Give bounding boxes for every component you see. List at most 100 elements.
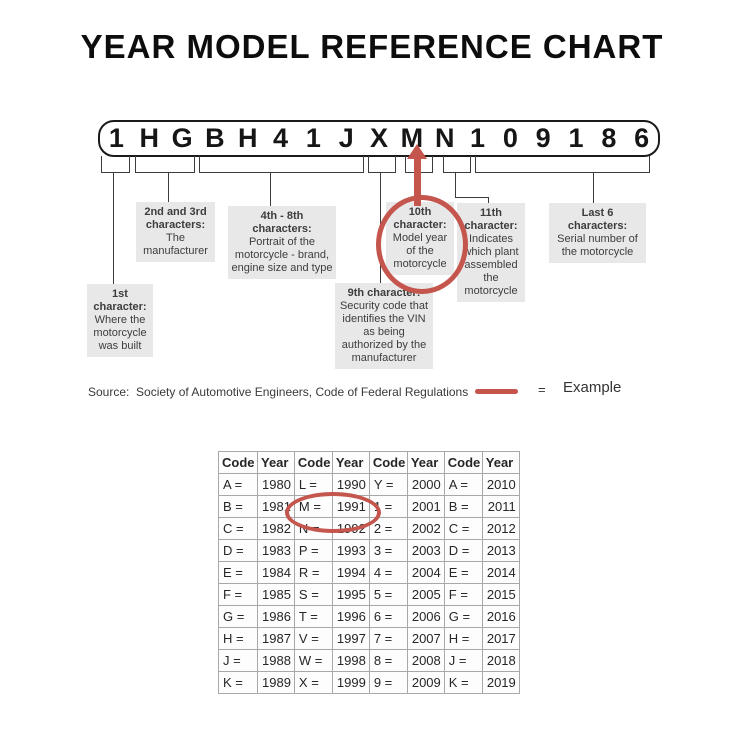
example-arrow-head-icon [407, 144, 427, 159]
year-cell: 1980 [257, 473, 295, 496]
vin-character: 6 [634, 123, 650, 153]
table-header-row: Code Year Code Year Code Year Code Year [218, 451, 520, 474]
example-line-icon [475, 389, 518, 394]
stem-11th-upper [455, 172, 456, 197]
bracket-11th-character [443, 156, 471, 173]
code-cell: V = [293, 627, 333, 650]
code-cell: 5 = [368, 583, 408, 606]
vin-character: 0 [502, 123, 518, 153]
year-cell: 2015 [481, 583, 520, 606]
code-cell: G = [218, 605, 258, 628]
vin-character: 1 [108, 123, 124, 153]
code-cell: C = [443, 517, 483, 540]
code-cell: F = [218, 583, 258, 606]
code-cell: R = [293, 561, 333, 584]
callout-4th-8th-characters: 4th - 8th characters: Portrait of the mo… [228, 206, 336, 279]
code-cell: D = [443, 539, 483, 562]
code-cell: J = [218, 649, 258, 672]
table-highlight-ellipse [285, 492, 381, 533]
code-cell: H = [443, 627, 483, 650]
bracket-1st-character [101, 156, 130, 173]
year-cell: 2000 [406, 473, 445, 496]
stem-2nd-3rd [168, 172, 169, 202]
vin-character: J [338, 123, 354, 153]
code-cell: S = [293, 583, 333, 606]
vin-character: 9 [535, 123, 551, 153]
year-cell: 1989 [257, 671, 295, 694]
year-cell: 2006 [406, 605, 445, 628]
callout-body: The manufacturer [143, 232, 208, 257]
code-cell: K = [218, 671, 258, 694]
year-cell: 2016 [481, 605, 520, 628]
callout-2nd-3rd-characters: 2nd and 3rd characters: The manufacturer [136, 202, 215, 262]
callout-9th-character: 9th character: Security code that identi… [335, 283, 433, 369]
code-cell: J = [443, 649, 483, 672]
callout-11th-character: 11th character: Indicates which plant as… [457, 203, 525, 302]
table-header-cell: Code [218, 451, 258, 474]
code-cell: 6 = [368, 605, 408, 628]
callout-body: Portrait of the motorcycle - brand, engi… [231, 236, 333, 274]
code-cell: 8 = [368, 649, 408, 672]
callout-heading: Last 6 characters: [567, 207, 628, 232]
stem-4th-8th [270, 172, 271, 206]
example-arrow-shaft-icon [414, 158, 421, 206]
year-cell: 2002 [406, 517, 445, 540]
year-cell: 2001 [406, 495, 445, 518]
vin-character: 1 [568, 123, 584, 153]
example-highlight-circle [376, 195, 468, 294]
callout-body: Security code that identifies the VIN as… [339, 300, 429, 364]
vin-character: 1 [470, 123, 486, 153]
table-header-cell: Code [293, 451, 333, 474]
code-cell: F = [443, 583, 483, 606]
year-cell: 1993 [331, 539, 370, 562]
code-cell: W = [293, 649, 333, 672]
table-header-cell: Code [368, 451, 408, 474]
callout-body: Serial number of the motorcycle [557, 233, 638, 258]
callout-heading: 2nd and 3rd characters: [144, 206, 207, 231]
code-cell: C = [218, 517, 258, 540]
code-cell: 4 = [368, 561, 408, 584]
callout-heading: 4th - 8th characters: [252, 210, 312, 235]
year-cell: 2005 [406, 583, 445, 606]
year-cell: 2004 [406, 561, 445, 584]
table-header-cell: Code [443, 451, 483, 474]
table-row: F = 1985 S = 1995 5 = 2005 F = 2015 [218, 583, 520, 606]
code-cell: 3 = [368, 539, 408, 562]
vin-character: H [139, 123, 159, 153]
year-cell: 2009 [406, 671, 445, 694]
year-cell: 2008 [406, 649, 445, 672]
table-header-cell: Year [406, 451, 445, 474]
source-text: Source: Society of Automotive Engineers,… [88, 385, 469, 399]
year-cell: 1985 [257, 583, 295, 606]
table-row: D = 1983 P = 1993 3 = 2003 D = 2013 [218, 539, 520, 562]
year-cell: 2017 [481, 627, 520, 650]
year-cell: 2011 [481, 495, 520, 518]
callout-1st-character: 1st character: Where the motorcycle was … [87, 284, 153, 357]
callout-heading: 9th character: [347, 287, 421, 299]
stem-11th-lower [488, 197, 489, 204]
year-code-table: Code Year Code Year Code Year Code Year A = 1980… [218, 451, 520, 694]
vin-character: G [171, 123, 193, 153]
year-cell: 1987 [257, 627, 295, 650]
table-row: A = 1980 L = 1990 Y = 2000 A = 2010 [218, 473, 520, 496]
vin-character: H [237, 123, 258, 153]
code-cell: 9 = [368, 671, 408, 694]
year-cell: 2019 [481, 671, 520, 694]
year-cell: 2013 [481, 539, 520, 562]
page-title: YEAR MODEL REFERENCE CHART [80, 28, 664, 65]
table-row: H = 1987 V = 1997 7 = 2007 H = 2017 [218, 627, 520, 650]
vin-character: 1 [305, 123, 321, 153]
code-cell: A = [443, 473, 483, 496]
stem-1st-character [113, 172, 114, 284]
vin-character: 8 [601, 123, 617, 153]
callout-heading: 1st character: [93, 288, 147, 313]
vin-character: N [434, 123, 455, 153]
year-cell: 2014 [481, 561, 520, 584]
year-cell: 2010 [481, 473, 520, 496]
bracket-9th-character [368, 156, 396, 173]
code-cell: T = [293, 605, 333, 628]
year-cell: 1994 [331, 561, 370, 584]
year-cell: 2003 [406, 539, 445, 562]
